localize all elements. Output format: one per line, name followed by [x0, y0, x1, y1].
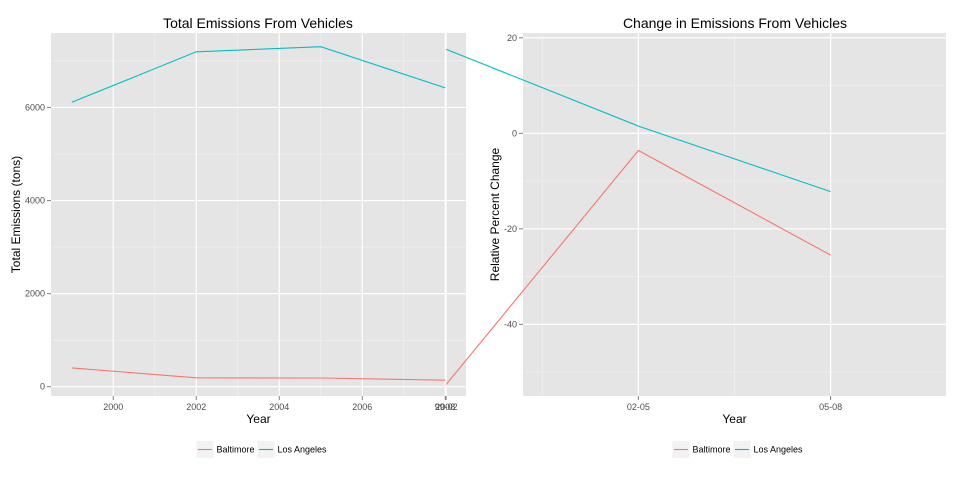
legend-label: Baltimore: [217, 445, 255, 455]
chart-title: Change in Emissions From Vehicles: [623, 15, 847, 31]
y-axis-title: Relative Percent Change: [488, 147, 502, 281]
x-tick-label: 2000: [103, 402, 123, 412]
y-tick-label: 0: [512, 128, 517, 138]
legend-label: Los Angeles: [278, 445, 328, 455]
y-tick-label: 4000: [25, 196, 45, 206]
x-tick-label: 02-05: [627, 402, 650, 412]
x-tick-label: 2006: [352, 402, 372, 412]
x-axis-title: Year: [246, 412, 270, 426]
series-line-los-angeles: [445, 48, 831, 193]
chart-title: Total Emissions From Vehicles: [163, 15, 353, 31]
y-tick-label: 6000: [25, 102, 45, 112]
x-tick-label: 2008: [435, 402, 455, 412]
legend-label: Baltimore: [693, 445, 731, 455]
y-tick-label: 20: [507, 33, 517, 43]
series-line-los-angeles: [71, 46, 446, 103]
y-axis-title: Total Emissions (tons): [9, 156, 23, 273]
y-tick-label: 2000: [25, 289, 45, 299]
x-tick-label: 2002: [186, 402, 206, 412]
x-tick-label: 2004: [269, 402, 289, 412]
y-tick-label: -20: [504, 224, 517, 234]
chart-panel-1: Total Emissions From Vehicles 0 2000 4000 60…: [9, 15, 466, 458]
y-tick-label: -40: [504, 319, 517, 329]
series-line-baltimore: [71, 367, 446, 381]
series-line-baltimore: [445, 149, 831, 385]
x-tick-label: 05-08: [819, 402, 842, 412]
chart-panel-2: Change in Emissions From Vehicles 20 0 -20 -…: [435, 15, 946, 458]
x-tick-label: 99-02: [435, 402, 458, 412]
y-tick-label: 0: [40, 382, 45, 392]
x-axis-title: Year: [722, 412, 746, 426]
plot-background: [51, 33, 466, 396]
legend-label: Los Angeles: [754, 445, 804, 455]
